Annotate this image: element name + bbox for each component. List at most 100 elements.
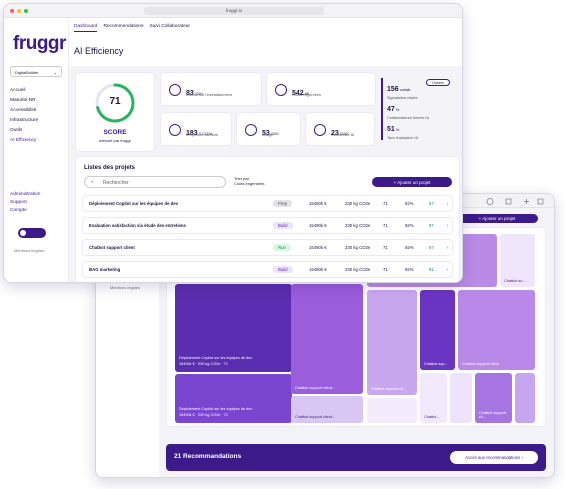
project-pct: 92% [405, 223, 414, 228]
kpi-label: Collaborateurs formés IA [387, 116, 429, 120]
treemap-main: Déploiement Copilot sur les équipes de d… [179, 356, 253, 366]
kpi-value: 156 [387, 86, 399, 93]
row-chevron: › [447, 223, 449, 228]
project-name: Déploiement Copilot sur les équipes de d… [89, 201, 179, 206]
stat-unit: /100 [339, 131, 348, 136]
treemap-cell[interactable] [367, 398, 417, 423]
treemap-cell[interactable]: Chatbot support cli... [367, 290, 417, 395]
nav-tab[interactable]: Recommendations [103, 24, 144, 29]
menu-item[interactable]: Maturité NR [10, 98, 36, 103]
stat-label: Empreinte carbone [186, 133, 219, 137]
treemap-cell[interactable]: Chatbot support client... [291, 396, 363, 423]
project-row[interactable]: Evaluation satisfaction via étude des en… [82, 217, 453, 234]
cell-label: Déploiement Copilot sur les équipes de d… [179, 356, 253, 360]
stat-line: 23/100 [331, 122, 348, 140]
cell-label: Chatbot support cli... [371, 387, 406, 391]
cell-label: Chatbot support cli... [479, 411, 507, 419]
project-pct: 92% [405, 201, 414, 206]
project-cost: 15490k € [309, 245, 327, 250]
search-placeholder: Rechercher [103, 180, 129, 186]
kpi: 156collab. Signataires charte [381, 78, 418, 100]
row-chevron: › [447, 245, 449, 250]
menu-item[interactable]: AI Efficiency [10, 138, 37, 143]
treemap-cell[interactable]: Chatbo... [420, 373, 447, 423]
treemap-cell[interactable] [450, 373, 472, 423]
treemap-cell[interactable]: Chatbot support client [458, 290, 535, 370]
row-chevron: › [447, 267, 449, 272]
add-project-button[interactable]: + Ajouter un projet [372, 177, 452, 187]
project-row[interactable]: BAG marketing Build 15490k € 230 kg CO2e 71 9… [82, 261, 453, 278]
menu-item[interactable]: Accessibilité [10, 108, 37, 113]
stat-card: 53/100 Usage [236, 112, 301, 146]
nav-tab[interactable]: Dashboard [74, 24, 98, 32]
project-pct: 92% [405, 267, 414, 272]
close-dot[interactable] [10, 9, 14, 13]
cell-label: Chatbo... [424, 415, 440, 419]
footer-menu-item[interactable]: Administration [10, 192, 41, 197]
project-score: 71 [383, 267, 388, 272]
project-status: Build [273, 266, 293, 273]
treemap-cell[interactable]: Chatbot support cli... [475, 373, 512, 423]
stat-icon [169, 84, 181, 96]
menu-item[interactable]: Accueil [10, 88, 26, 93]
front-window: fruggr.io fruggr DigitalBuilder ⌄ Accueil… [3, 3, 463, 283]
recommendations-banner: 21 Recommandations Accès aux recommandat… [166, 444, 546, 471]
cell-label: Chatbot support client... [295, 415, 336, 419]
stat-card: 23/100 Conformité IA [305, 112, 375, 146]
footer-menu-item[interactable]: Compte [10, 208, 27, 213]
stat-value: 183 [186, 130, 198, 137]
cell-score: 71 [223, 413, 228, 417]
menu-item[interactable]: Infrastructure [10, 118, 39, 123]
stat-line: 542k€ [292, 82, 309, 100]
cell-label: Chatbot support client [462, 362, 499, 366]
kpi-unit: % [395, 127, 400, 132]
recommendations-button[interactable]: Accès aux recommandations › [450, 451, 538, 464]
stat-value: 23 [331, 130, 339, 137]
project-n: 87 [429, 201, 434, 206]
stat-value: 83 [186, 90, 194, 97]
score-ring [95, 83, 135, 123]
stat-icon [169, 124, 181, 136]
project-cost: 15490k € [309, 267, 327, 272]
sort-label: Trier par [234, 176, 249, 181]
kpi: 51% Taux d'adoption IA [381, 118, 418, 140]
kpi: 47% Collaborateurs formés IA [381, 98, 429, 120]
theme-toggle[interactable] [18, 228, 46, 238]
treemap-cell[interactable]: Déploiement Copilot sur les équipes de d… [175, 374, 292, 423]
project-status: Build [273, 222, 293, 229]
project-row[interactable]: Déploiement Copilot sur les équipes de d… [82, 195, 453, 212]
cell-co2: 230 kg CO2e [198, 362, 221, 366]
nav-tab[interactable]: Suivi Collaborateur [149, 24, 190, 29]
project-row[interactable]: Chatbot support client Run 15490k € 230 kg … [82, 239, 453, 256]
treemap-cell[interactable] [515, 373, 535, 423]
footer-menu-item[interactable]: Support [10, 200, 27, 205]
org-select[interactable]: DigitalBuilder ⌄ [10, 66, 62, 77]
treemap-cell[interactable]: Déploiement Copilot sur les équipes de d… [175, 284, 292, 372]
kpi-value: 47 [387, 106, 395, 113]
sort-select[interactable]: Trier par Coûts engendrés [234, 176, 264, 186]
project-status: Prep [273, 200, 293, 207]
add-project-button[interactable]: + Ajouter un projet [456, 214, 538, 223]
project-score: 71 [383, 223, 388, 228]
min-dot[interactable] [17, 9, 21, 13]
project-pct: 92% [405, 245, 414, 250]
url-bar[interactable]: fruggr.io [144, 7, 324, 15]
content: 71 SCORE mesuré par fruggr Détails Liste… [69, 66, 462, 282]
kpi-label: Signataires charte [387, 96, 418, 100]
max-dot[interactable] [24, 9, 28, 13]
stat-line: 53/100 [262, 122, 279, 140]
legal-link[interactable]: Mentions légales [14, 248, 45, 253]
menu-item[interactable]: Outils [10, 128, 23, 133]
treemap-cell[interactable]: Chatbot support client... [291, 284, 363, 394]
logo[interactable]: fruggr [13, 33, 66, 54]
stat-line: 183T CO2e [186, 122, 213, 140]
treemap-cell[interactable]: Chatbot sup... [420, 290, 455, 370]
details-button[interactable]: Détails [426, 79, 450, 86]
project-name: BAG marketing [89, 267, 121, 272]
project-score: 71 [383, 201, 388, 206]
search-input[interactable]: ⌕ Rechercher [84, 176, 226, 188]
treemap-cell[interactable]: Chatbot su... [500, 234, 535, 287]
legal-link[interactable]: Mentions légales [110, 285, 141, 290]
